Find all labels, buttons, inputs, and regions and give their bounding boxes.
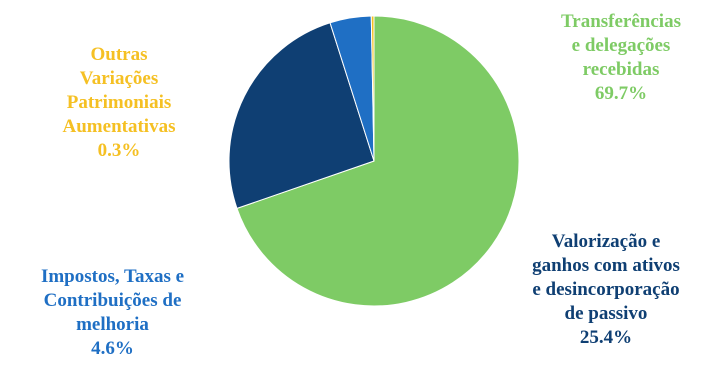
slice-label-line: ganhos com ativos bbox=[532, 255, 680, 276]
slice-label-line: Transferências bbox=[561, 11, 681, 32]
slice-value-label: 25.4% bbox=[579, 327, 633, 348]
slice-value-label: 0.3% bbox=[97, 140, 141, 161]
slice-transferencias bbox=[236, 15, 520, 307]
slice-label-line: Impostos, Taxas e bbox=[40, 266, 185, 287]
slice-label-line: e delegações bbox=[571, 35, 671, 56]
slice-label-line: Patrimoniais bbox=[66, 92, 172, 113]
slice-label-impostos: Impostos, Taxas e Contribuições de melho… bbox=[5, 265, 220, 361]
slice-label-line: melhoria bbox=[76, 314, 149, 335]
slice-label-line: Outras bbox=[90, 44, 148, 65]
slice-label-valorizacao: Valorização e ganhos com ativos e desinc… bbox=[500, 230, 712, 350]
slice-label-line: recebidas bbox=[582, 59, 660, 80]
slice-valorizacao bbox=[228, 22, 375, 210]
slice-label-line: e desincorporação bbox=[532, 279, 680, 300]
slice-label-outras: Outras Variações Patrimoniais Aumentativ… bbox=[30, 43, 208, 163]
slice-outras bbox=[370, 15, 375, 162]
slice-value-label: 4.6% bbox=[91, 338, 134, 359]
slice-label-line: Valorização e bbox=[551, 231, 661, 252]
slice-label-line: de passivo bbox=[564, 303, 648, 324]
slice-value-label: 69.7% bbox=[594, 83, 648, 104]
slice-label-transferencias: Transferências e delegações recebidas 69… bbox=[526, 10, 712, 106]
slice-label-line: Contribuições de bbox=[43, 290, 182, 311]
slice-label-line: Variações bbox=[79, 68, 159, 89]
slice-label-line: Aumentativas bbox=[62, 116, 176, 137]
